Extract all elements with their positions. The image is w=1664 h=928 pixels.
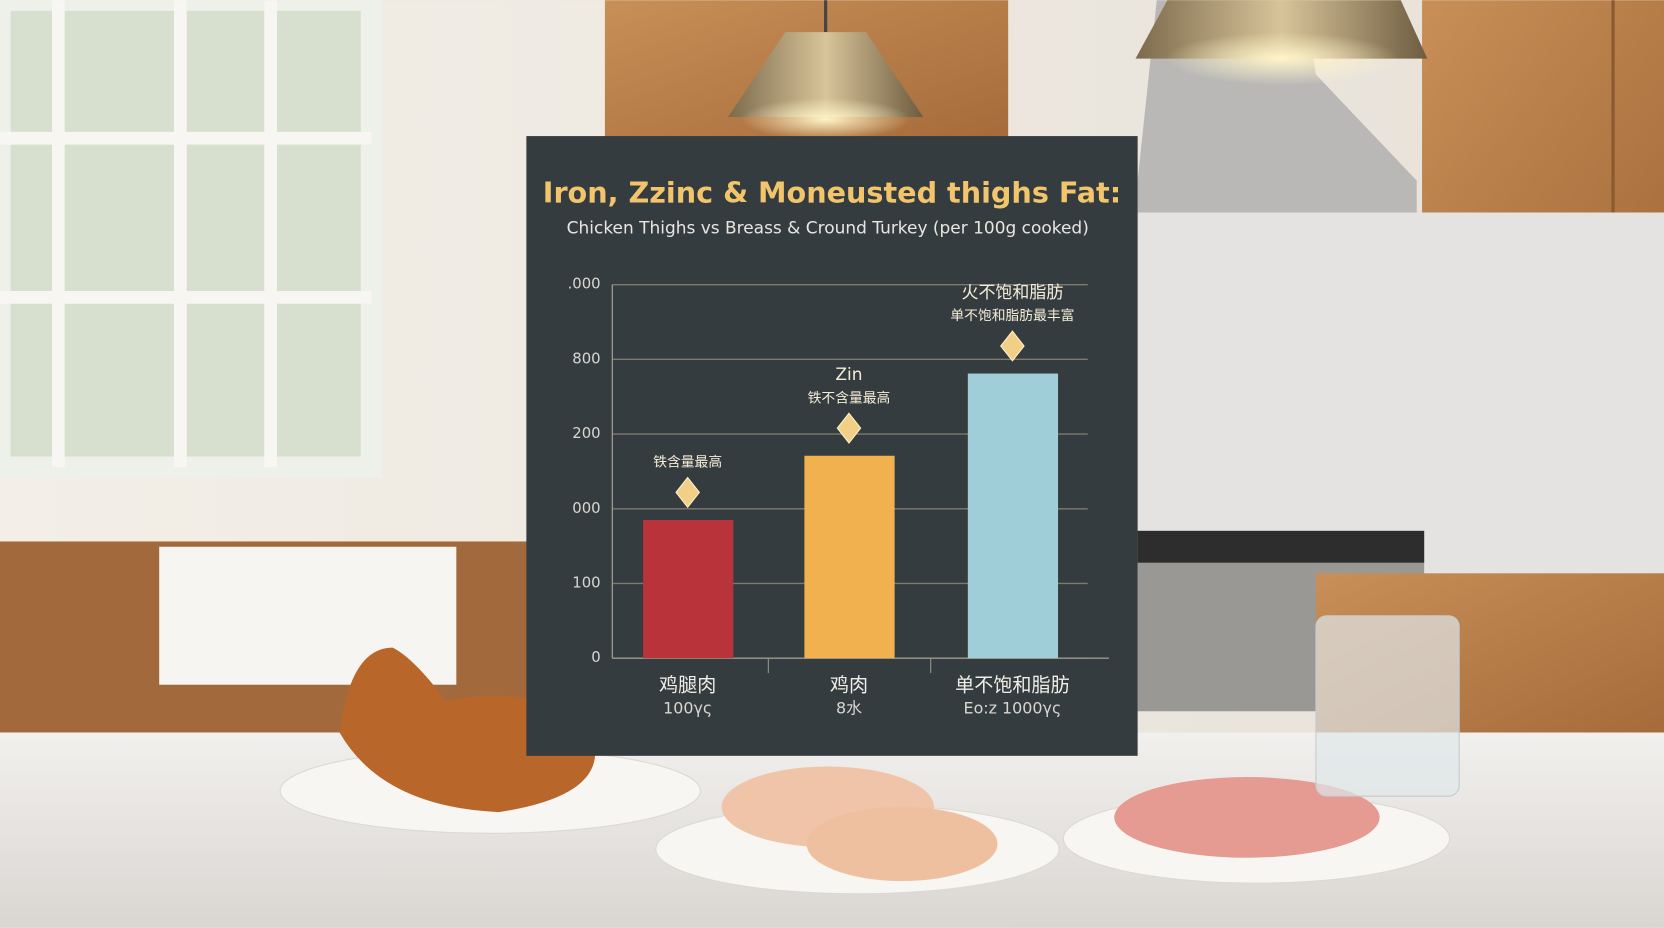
- x-tick-sublabel: 8水: [836, 699, 862, 718]
- annotation: 单不饱和脂肪最丰富: [950, 307, 1074, 324]
- window-frame: [0, 0, 372, 468]
- measuring-cup: [1315, 615, 1460, 797]
- bar: [643, 519, 734, 659]
- y-tick-label: 000: [572, 499, 600, 517]
- x-tick-label: 鸡腿肉: [659, 673, 716, 696]
- x-tick-label: 鸡肉: [830, 673, 868, 696]
- diamond-marker: [675, 476, 701, 509]
- annotation: 铁不含量最高: [808, 389, 891, 406]
- y-tick-label: 800: [572, 349, 600, 367]
- bar: [804, 455, 895, 659]
- backsplash: [1137, 212, 1664, 574]
- annotation: 铁含量最高: [653, 454, 722, 471]
- x-tick-sublabel: Eo:z 1000γς: [964, 699, 1062, 718]
- x-tick-sublabel: 100γς: [663, 699, 712, 718]
- y-tick-label: .000: [568, 275, 601, 293]
- chart-subtitle: Chicken Thighs vs Breass & Cround Turkey…: [567, 218, 1089, 238]
- bar: [967, 373, 1059, 659]
- y-tick-label: 0: [591, 648, 600, 666]
- y-tick-label: 100: [572, 573, 600, 591]
- annotation: 火不饱和脂肪: [962, 283, 1064, 303]
- x-tick-label: 单不饱和脂肪: [955, 673, 1070, 696]
- lamp: [728, 32, 924, 117]
- chart-title: Iron, Zzinc & Moneusted thighs Fat:: [543, 175, 1121, 209]
- y-tick-label: 200: [572, 424, 600, 442]
- ground-turkey: [1114, 777, 1380, 858]
- annotation: Zin: [835, 365, 862, 385]
- chicken-thigh: [339, 647, 596, 813]
- diamond-marker: [836, 412, 862, 444]
- diamond-marker: [1000, 330, 1025, 362]
